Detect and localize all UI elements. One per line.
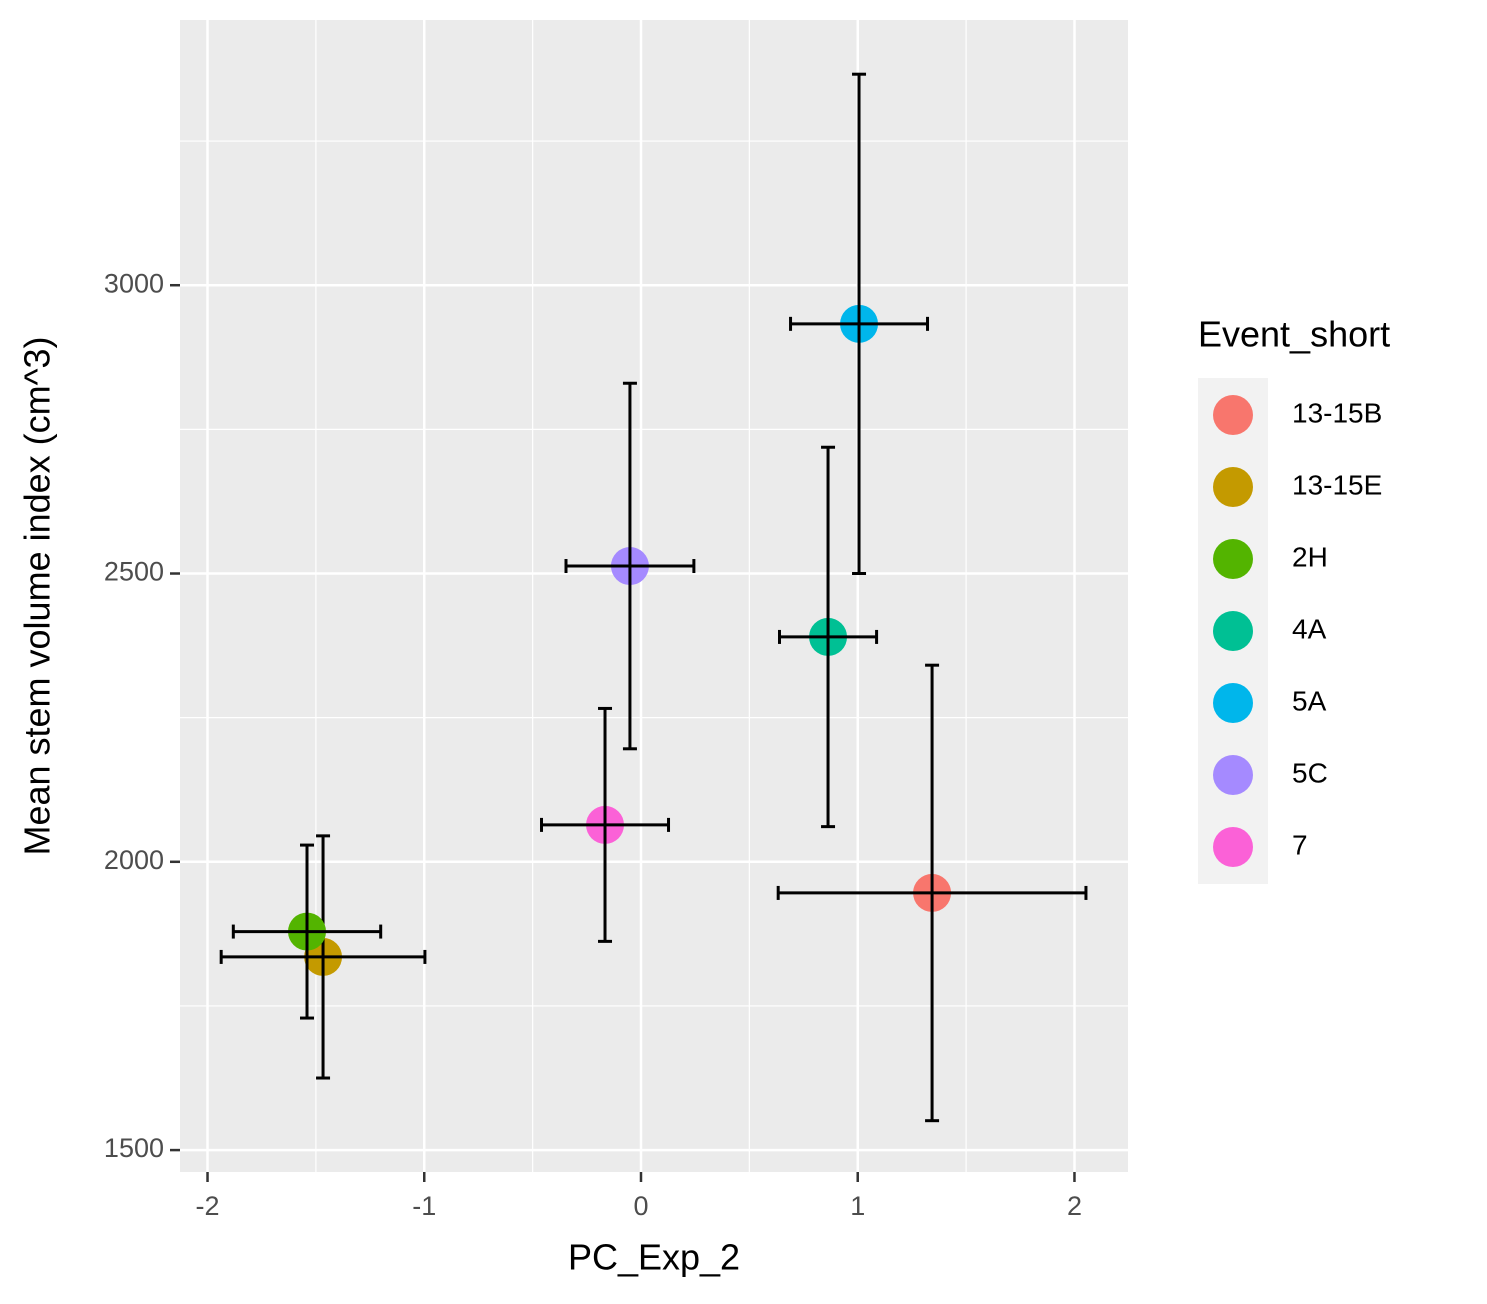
x-error-bar (777, 629, 879, 644)
y-tick-label: 2500 (104, 557, 164, 587)
legend-label: 13-15E (1292, 469, 1382, 500)
point-group (777, 445, 879, 829)
legend-label: 7 (1292, 829, 1308, 860)
point-group (564, 381, 696, 751)
legend-symbol (1213, 539, 1253, 579)
legend-label: 4A (1292, 613, 1327, 644)
y-tick-label: 1500 (104, 1133, 164, 1163)
y-tick-label: 3000 (104, 268, 164, 298)
x-error-bar (540, 817, 671, 832)
x-tick-label: 1 (850, 1191, 865, 1221)
x-axis-title: PC_Exp_2 (568, 1237, 740, 1278)
marks (219, 72, 1088, 1123)
point-group (776, 663, 1088, 1123)
legend-label: 5C (1292, 757, 1328, 788)
x-tick-label: -1 (412, 1191, 436, 1221)
y-tick-label: 2000 (104, 845, 164, 875)
x-tick-label: 0 (633, 1191, 648, 1221)
point-group (789, 72, 930, 576)
legend-symbol (1213, 755, 1253, 795)
legend-symbol (1213, 467, 1253, 507)
x-error-bar (789, 316, 930, 331)
x-tick-label: -2 (196, 1191, 220, 1221)
legend: 13-15B 13-15E 2H 4A 5A 5C 7 (1198, 378, 1382, 884)
plot-panel (180, 20, 1128, 1172)
legend-symbol (1213, 611, 1253, 651)
x-error-bar (564, 559, 696, 574)
x-error-bar (219, 949, 427, 964)
legend-symbol (1213, 395, 1253, 435)
x-tick-label: 2 (1067, 1191, 1082, 1221)
point-group (231, 843, 383, 1020)
legend-label: 2H (1292, 541, 1328, 572)
legend-label: 13-15B (1292, 397, 1382, 428)
legend-label: 5A (1292, 685, 1327, 716)
x-error-bar (776, 885, 1088, 900)
y-axis-title: Mean stem volume index (cm^3) (17, 336, 58, 855)
legend-title: Event_short (1198, 314, 1390, 355)
grid (180, 20, 1128, 1172)
point-group (540, 706, 671, 943)
x-error-bar (231, 924, 383, 939)
axes: -2 -1 0 1 2 1500 2000 2500 3000 (104, 268, 1082, 1221)
legend-symbol (1213, 683, 1253, 723)
legend-symbol (1213, 827, 1253, 867)
